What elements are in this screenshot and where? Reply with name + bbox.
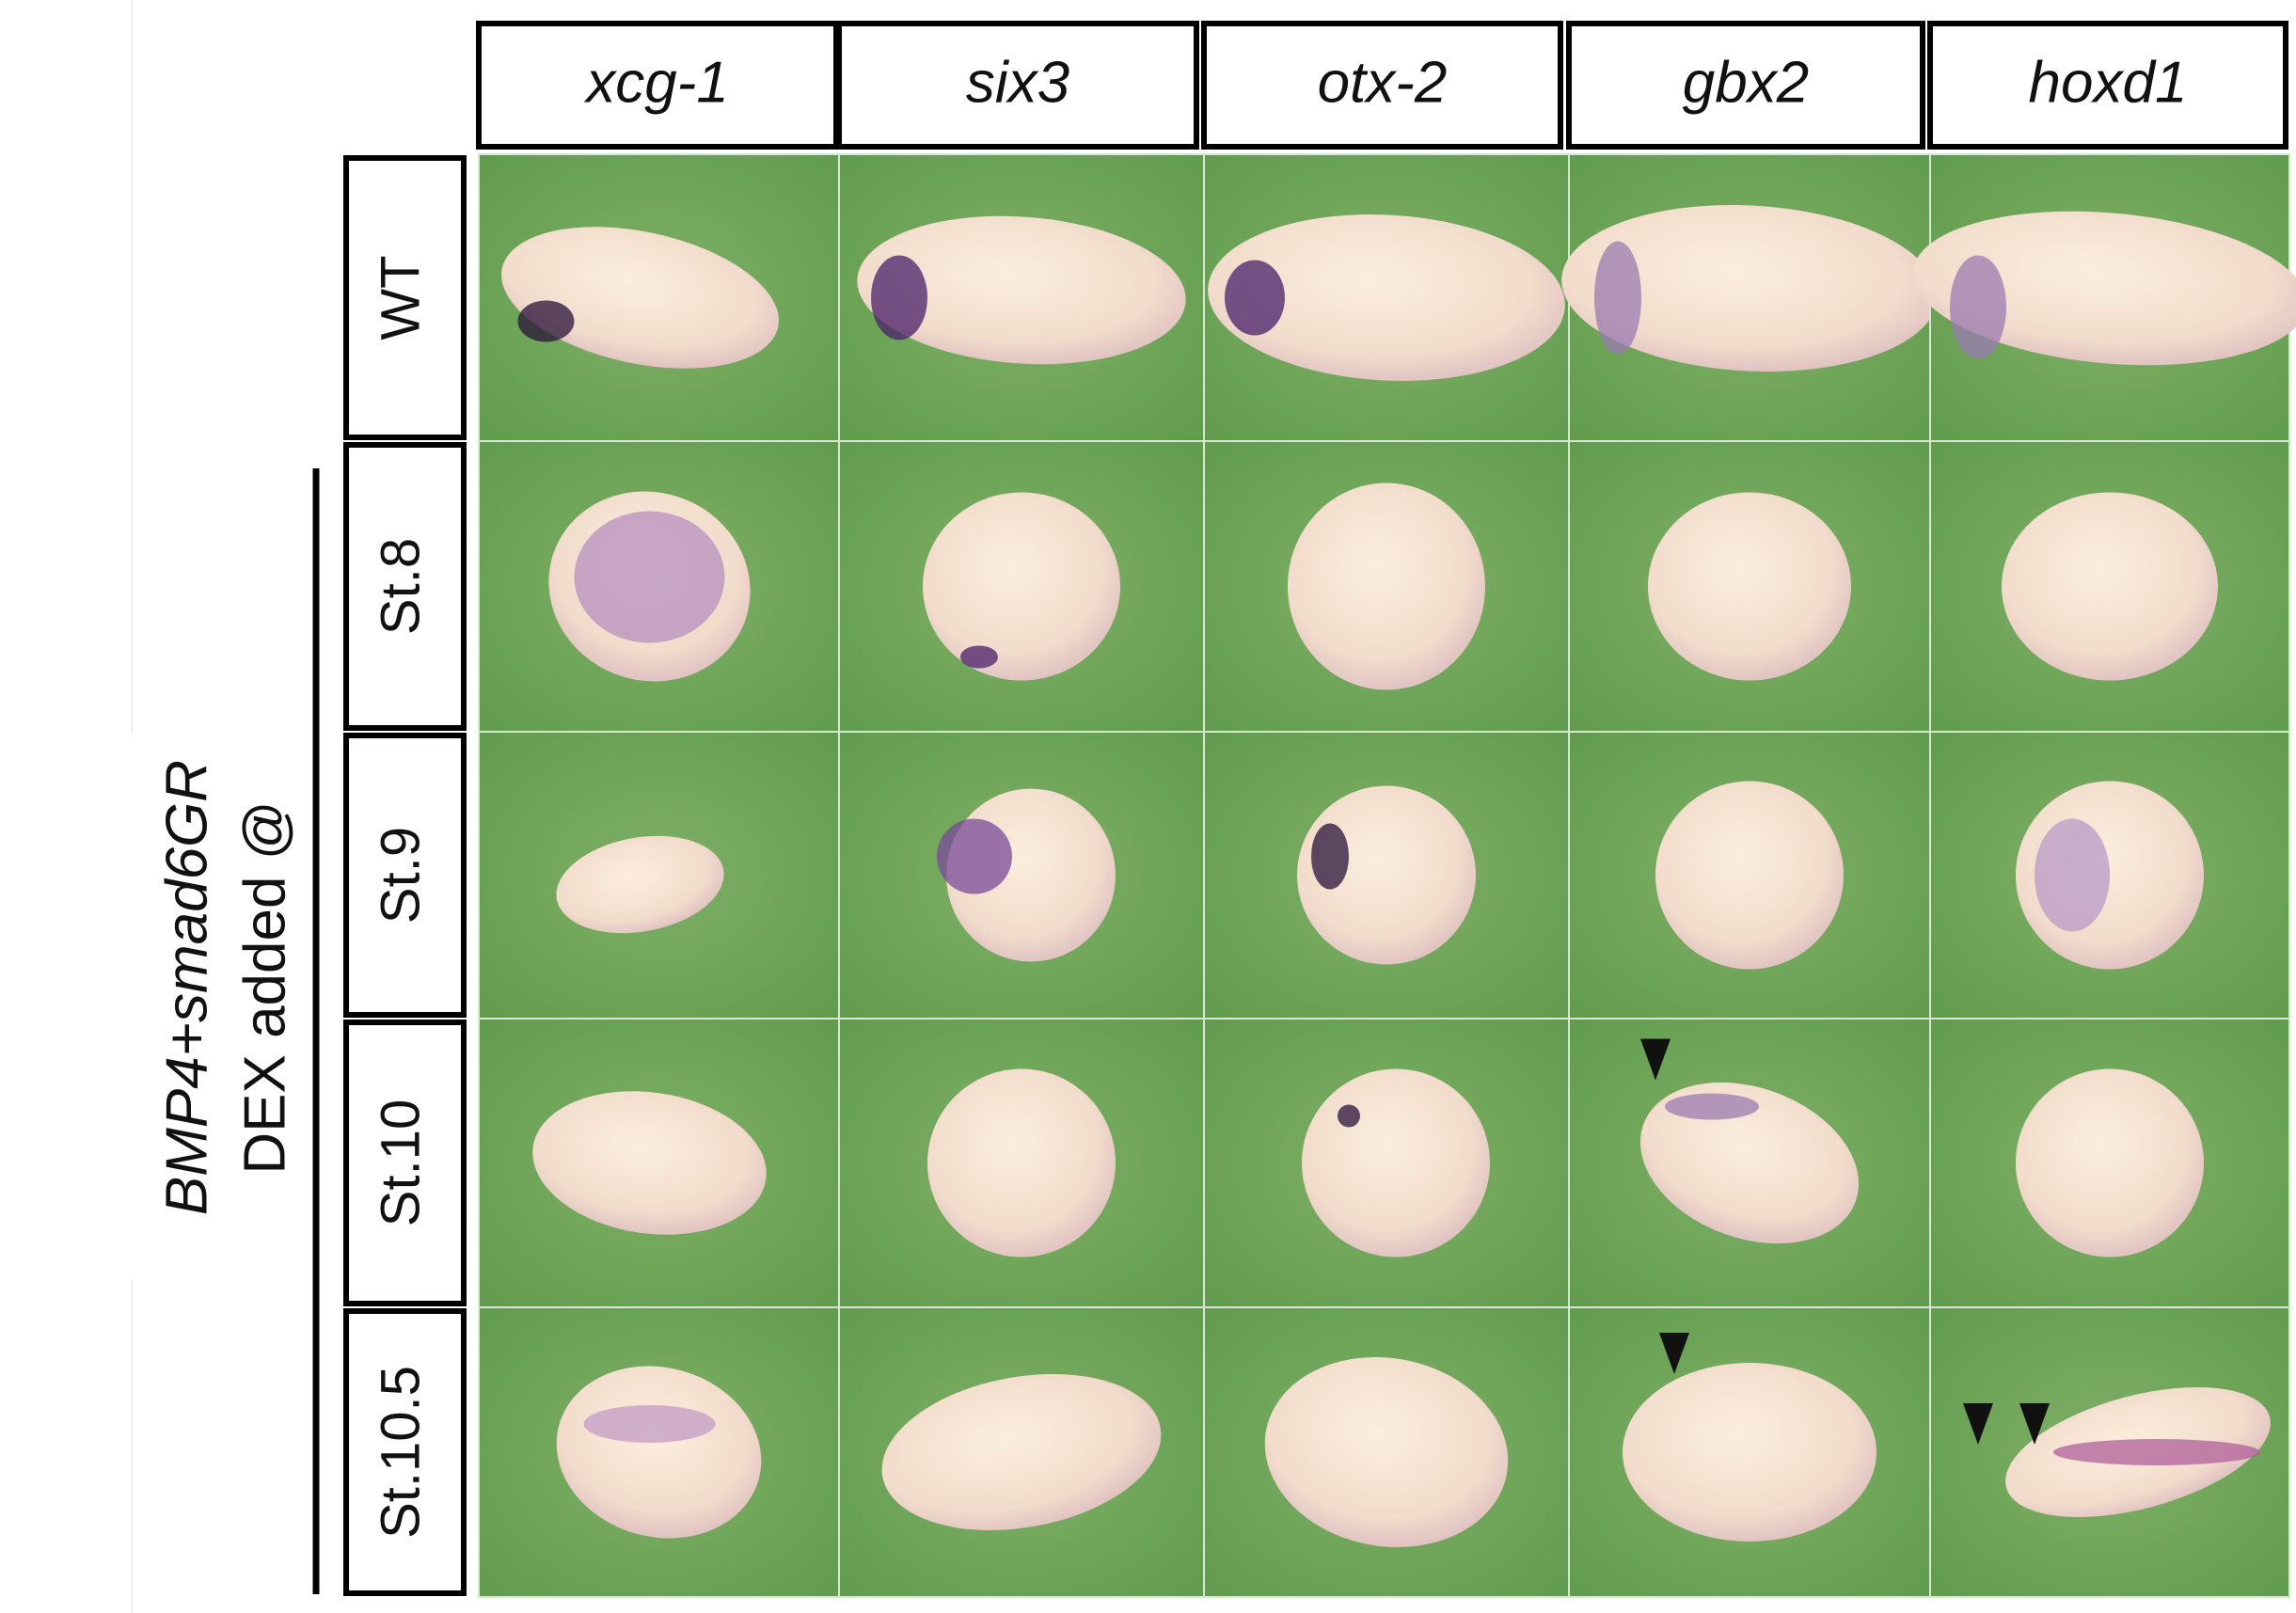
embryo [556, 1366, 762, 1539]
column-header: xcg-1 [583, 50, 729, 115]
column-header-box [476, 21, 839, 150]
arrowhead [1659, 1333, 1689, 1374]
embryo [1208, 214, 1565, 381]
row-label: St.8 [370, 538, 431, 635]
embryo [2016, 1068, 2204, 1257]
stain [583, 1405, 716, 1443]
embryo [1912, 211, 2296, 366]
embryo [1264, 1356, 1509, 1548]
stain [1594, 241, 1641, 355]
column-header-box [1566, 21, 1925, 150]
column-header-box [1927, 21, 2288, 150]
embryo [532, 1091, 767, 1235]
column-header: otx-2 [1318, 50, 1448, 115]
embryo [1302, 1068, 1490, 1257]
row-label-box [343, 733, 467, 1018]
embryo [857, 215, 1186, 365]
row-label-box [343, 155, 467, 440]
row-label: St.9 [370, 827, 431, 924]
stain [937, 818, 1012, 894]
stain [574, 511, 725, 643]
column-header: gbx2 [1683, 50, 1809, 115]
arrowhead [1640, 1038, 1671, 1081]
stain [1225, 260, 1285, 336]
embryo [1623, 1363, 1876, 1542]
embryo [927, 1068, 1116, 1257]
column-header-box [1201, 21, 1563, 150]
stain [2035, 818, 2110, 932]
arrowhead [2019, 1403, 2050, 1445]
stain [960, 645, 998, 669]
arrowhead [1963, 1403, 1993, 1445]
stain [1338, 1104, 1360, 1128]
side-label: DEX added @ [232, 800, 297, 1174]
stain [1665, 1093, 1759, 1120]
labels: xcg-1 six3 otx-2 gbx2 hoxd1 WT St.8 St.9 St.10 St… [343, 21, 2288, 1596]
column-header-box [836, 21, 1199, 150]
embryo [1288, 482, 1485, 690]
column-header: six3 [966, 50, 1069, 115]
row-label: WT [370, 255, 431, 340]
row-label: St.10.5 [370, 1366, 431, 1539]
stain [1950, 255, 2006, 359]
column-header: hoxd1 [2029, 50, 2188, 115]
stain [2053, 1439, 2260, 1465]
row-label-box [343, 1020, 467, 1306]
embryo [2002, 492, 2218, 681]
embryo [923, 492, 1120, 681]
row-label-box [343, 442, 467, 731]
embryo [1655, 781, 1844, 970]
image-grid [478, 153, 2296, 1598]
stain [517, 300, 575, 342]
embryo [501, 227, 779, 369]
row-label: St.10 [370, 1099, 431, 1226]
stain [1311, 823, 1349, 890]
embryo [1639, 1082, 1860, 1244]
embryo [1297, 785, 1476, 965]
image-cell [478, 731, 840, 1020]
embryo [1561, 204, 1938, 372]
embryo [556, 835, 724, 934]
row-label-box [343, 1308, 467, 1596]
side-label: BMP4+smad6GR [154, 760, 219, 1215]
embryo [881, 1374, 1162, 1530]
embryo [1648, 492, 1851, 681]
stain [871, 255, 927, 340]
